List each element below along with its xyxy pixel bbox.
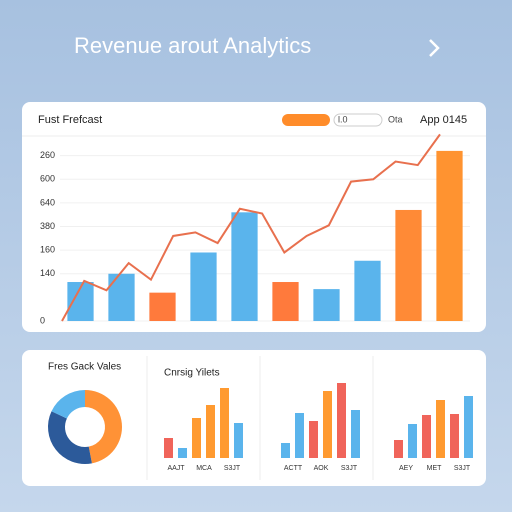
bar [337, 383, 346, 458]
bar [164, 438, 173, 458]
x-tick-label: S3JT [224, 465, 241, 472]
chevron[interactable] [429, 39, 440, 57]
legend-swatch [282, 114, 330, 126]
badge: App 0145 [420, 114, 467, 126]
bar [272, 282, 299, 321]
bar [192, 418, 201, 458]
y-tick-label: 640 [40, 197, 55, 207]
bar [351, 410, 360, 458]
bar [450, 414, 459, 458]
bar [422, 415, 431, 458]
bar [231, 212, 258, 321]
donut-title: Fres Gack Vales [48, 362, 121, 373]
bar [149, 292, 176, 321]
x-tick-label: ACTT [284, 465, 303, 472]
y-tick-label: 160 [40, 245, 55, 255]
bar [234, 423, 243, 458]
x-tick-label: S3JT [454, 465, 471, 472]
y-tick-label: 0 [40, 315, 45, 325]
bar [436, 400, 445, 458]
bar [394, 440, 403, 458]
bottom-panel [22, 350, 486, 486]
bar [408, 424, 417, 458]
y-tick-label: 600 [40, 174, 55, 184]
main-title: Fust Frefcast [38, 114, 102, 126]
bar [464, 396, 473, 458]
bar [108, 273, 135, 321]
x-tick-label: AAJT [167, 465, 185, 472]
bar [295, 413, 304, 458]
legend-label: l.0 [338, 114, 348, 124]
trend-line [61, 133, 441, 322]
mini-title: Cnrsig Yilets [164, 368, 220, 379]
x-tick-label: AEY [399, 465, 413, 472]
x-tick-label: AOK [314, 465, 329, 472]
bar [178, 448, 187, 458]
bar [436, 150, 463, 321]
bar [309, 421, 318, 458]
donut-segment [51, 390, 85, 419]
bar [206, 405, 215, 458]
bar [190, 252, 217, 321]
header-title: Revenue arout Analytics [74, 33, 311, 58]
bar [395, 209, 422, 321]
x-tick-label: MET [427, 465, 443, 472]
bar [281, 443, 290, 458]
x-tick-label: MCA [196, 465, 212, 472]
donut-segment [47, 411, 92, 465]
bar [313, 289, 340, 321]
bar [220, 388, 229, 458]
y-tick-label: 380 [40, 221, 55, 231]
y-tick-label: 260 [40, 150, 55, 160]
y-tick-label: 140 [40, 268, 55, 278]
x-tick-label: S3JT [341, 465, 358, 472]
legend-label: Ota [388, 114, 403, 124]
bar [323, 391, 332, 458]
legend-pill[interactable] [333, 113, 383, 127]
donut-segment [85, 390, 123, 464]
bar [354, 260, 381, 321]
